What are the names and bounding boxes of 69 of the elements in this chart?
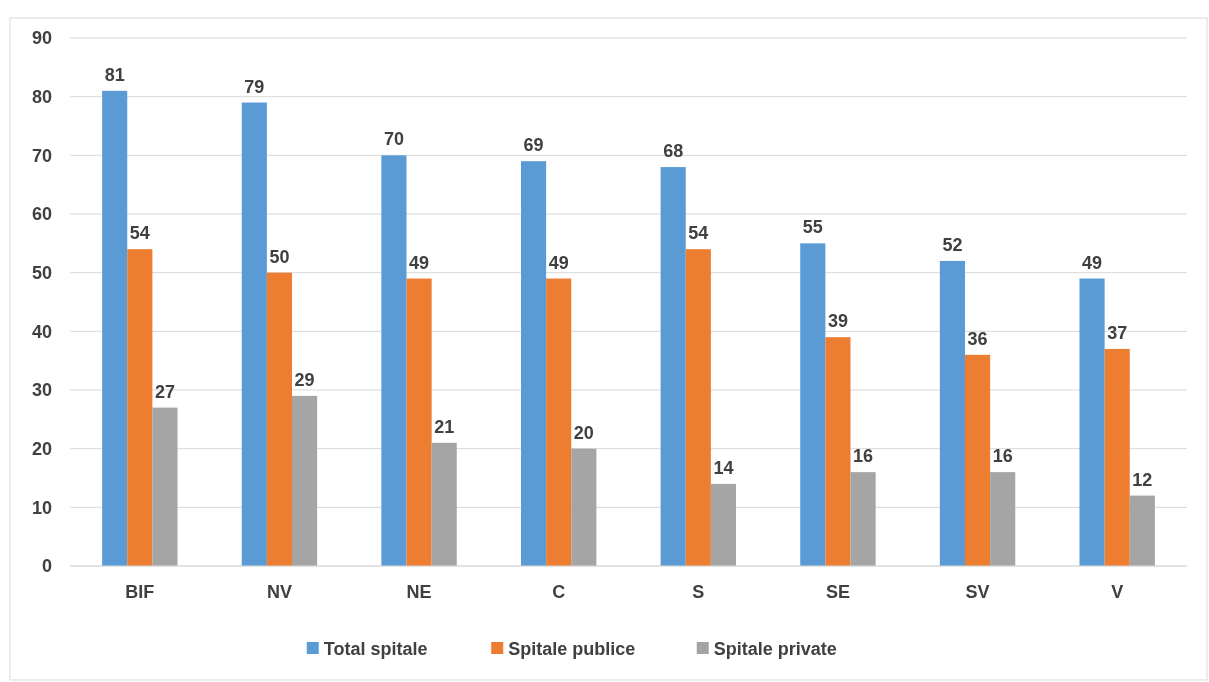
y-tick-label: 70 <box>31 145 52 166</box>
data-label: 29 <box>294 369 315 390</box>
legend-label: Total spitale <box>323 639 428 660</box>
data-label: 36 <box>967 328 988 349</box>
bar <box>1129 495 1155 566</box>
bar <box>990 472 1016 566</box>
x-tick-label: S <box>692 582 705 602</box>
bar <box>406 278 432 566</box>
x-tick-label: NV <box>266 582 292 602</box>
bar <box>660 167 686 566</box>
y-tick-label: 60 <box>31 204 52 225</box>
x-tick-label: NE <box>406 582 432 602</box>
bar <box>546 278 572 566</box>
data-label: 49 <box>548 252 569 273</box>
bar <box>292 395 318 566</box>
x-tick-label: BIF <box>125 582 155 602</box>
data-label: 52 <box>942 234 963 255</box>
y-tick-label: 0 <box>41 556 52 577</box>
bar <box>685 249 711 566</box>
data-label: 79 <box>244 76 265 97</box>
data-label: 68 <box>663 141 684 162</box>
bar <box>520 161 547 566</box>
x-tick-label: SV <box>965 582 990 602</box>
bar <box>571 448 597 566</box>
y-tick-label: 80 <box>31 86 52 107</box>
data-label: 21 <box>434 416 455 437</box>
bar <box>381 155 407 566</box>
data-label: 54 <box>129 223 150 244</box>
data-label: 70 <box>383 129 404 150</box>
y-tick-label: 50 <box>31 262 52 283</box>
bar <box>1104 348 1130 566</box>
bar <box>127 249 153 566</box>
y-tick-label: 20 <box>31 438 52 459</box>
data-label: 39 <box>827 311 848 332</box>
bar <box>152 407 178 566</box>
bar <box>939 260 965 566</box>
data-label: 16 <box>992 446 1013 467</box>
y-tick-label: 30 <box>31 380 52 401</box>
bar <box>965 354 991 566</box>
legend-label: Spitale publice <box>508 639 636 660</box>
x-tick-label: C <box>552 582 566 602</box>
data-label: 49 <box>409 252 430 273</box>
y-tick-label: 10 <box>31 497 52 518</box>
bar <box>241 102 267 566</box>
bar <box>431 442 457 566</box>
data-label: 49 <box>1082 252 1103 273</box>
x-tick-label: SE <box>825 582 850 602</box>
data-label: 69 <box>523 135 544 156</box>
data-label: 50 <box>269 246 290 267</box>
data-label: 37 <box>1107 322 1128 343</box>
data-label: 55 <box>802 217 823 238</box>
bar <box>800 243 826 566</box>
data-label: 14 <box>713 457 734 478</box>
bar <box>710 483 737 566</box>
x-tick-label: V <box>1111 582 1124 602</box>
bar <box>850 472 876 566</box>
data-label: 20 <box>573 422 594 443</box>
data-label: 27 <box>154 381 175 402</box>
data-label: 16 <box>853 446 874 467</box>
y-tick-label: 90 <box>31 28 52 49</box>
legend-label: Spitale private <box>713 639 837 660</box>
bar <box>825 337 851 566</box>
data-label: 54 <box>688 223 709 244</box>
data-label: 81 <box>104 64 125 85</box>
y-tick-label: 40 <box>31 321 52 342</box>
bar <box>266 272 292 566</box>
bar <box>102 90 128 566</box>
data-label: 12 <box>1132 469 1153 490</box>
bar <box>1079 278 1105 566</box>
